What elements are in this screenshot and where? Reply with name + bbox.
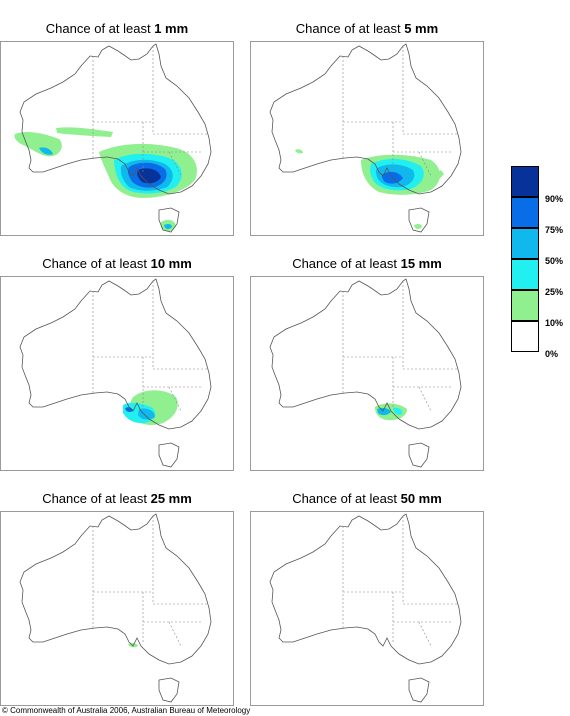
legend-swatch-50 (511, 228, 539, 259)
australia-outline (269, 513, 462, 703)
state-borders (342, 516, 459, 647)
rain-probability-shading (375, 403, 407, 421)
state-borders (92, 46, 209, 177)
rain-probability-shading (14, 127, 197, 232)
australia-outline (269, 278, 462, 468)
panel-title: Chance of at least 50 mm (292, 491, 442, 506)
map-25mm (0, 511, 234, 706)
australia-outline (19, 43, 212, 233)
state-borders (92, 516, 209, 647)
legend-label-75: 75% (545, 225, 564, 235)
legend-label-90: 90% (545, 194, 564, 204)
australia-outline (19, 278, 212, 468)
map-15mm (250, 276, 484, 471)
legend-swatch-10 (511, 290, 539, 321)
panel-title: Chance of at least 1 mm (45, 21, 189, 36)
map-5mm (250, 41, 484, 236)
legend-label-25: 25% (545, 287, 564, 297)
map-1mm (0, 41, 234, 236)
state-borders (342, 46, 459, 177)
copyright-notice: © Commonwealth of Australia 2006, Austra… (2, 706, 251, 715)
rain-probability-shading (295, 149, 444, 230)
map-10mm (0, 276, 234, 471)
state-borders (92, 281, 209, 412)
australia-outline (269, 43, 462, 233)
panel-title: Chance of at least 15 mm (292, 256, 442, 271)
map-50mm (250, 511, 484, 706)
panel-title: Chance of at least 5 mm (295, 21, 439, 36)
state-borders (342, 281, 459, 412)
rain-probability-shading (123, 390, 178, 425)
legend-swatch-90 (511, 166, 539, 197)
legend-label-50: 50% (545, 256, 564, 266)
legend-label-10: 10% (545, 318, 564, 328)
legend-swatch-75 (511, 197, 539, 228)
panel-title: Chance of at least 25 mm (42, 491, 192, 506)
legend-swatch-25 (511, 259, 539, 290)
legend-label-0: 0% (545, 349, 559, 359)
australia-outline (19, 513, 212, 703)
legend-swatch-0 (511, 321, 539, 352)
panel-title: Chance of at least 10 mm (42, 256, 192, 271)
